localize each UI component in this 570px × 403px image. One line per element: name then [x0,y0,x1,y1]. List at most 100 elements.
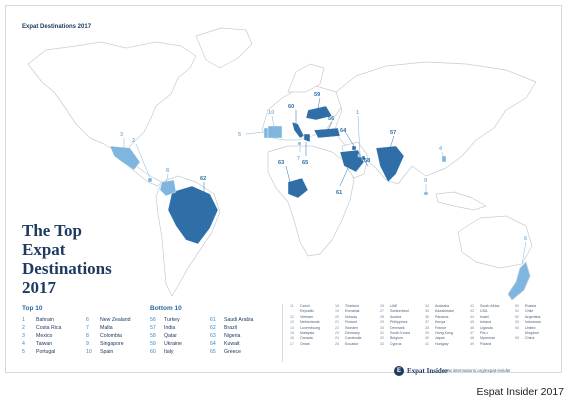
rank-number: 6 [86,317,89,323]
rank-row: 18 Thailand [335,304,361,309]
country-name: United [525,325,536,330]
bottom-ten-column-b: 61 Saudi Arabia 62 Brazil 63 Nigeria 64 Kuwait 6… [210,316,253,356]
map-labels-bottom: 62 63 59 60 56 65 64 61 58 57 [200,92,396,196]
country-name: Belgium [390,336,403,341]
middle-ranks-column: 42 South Africa 43 USA 44 Israel 45 Ireland 46 Ug… [470,304,499,347]
scandinavia-shape [287,63,325,93]
rank-number: 54 [515,325,519,330]
country-name: Nigeria [224,333,241,339]
map-label-india: 57 [390,130,396,136]
country-malta [297,141,302,146]
rank-number: 1 [22,317,25,323]
rank-number: 34 [425,304,429,308]
headline-line-2: Expat [22,240,66,259]
country-name: Uganda [480,325,493,330]
rank-row: 5 Portugal [22,348,61,356]
rank-row: 26 UAE [380,304,410,309]
rank-number: 45 [470,320,474,325]
rank-number: 22 [335,325,339,330]
country-name: New Zealand [100,317,131,323]
country-name: South Africa [480,304,500,308]
map-labels-top: 3 2 8 5 10 7 1 4 9 6 [120,110,527,242]
rank-number: 14 [290,325,294,330]
middle-ranks-column: 26 UAE 27 Switzerland 28 Austria 29 Philippines… [380,304,410,347]
country-portugal [263,127,269,139]
country-name: USA [480,309,488,314]
rank-row: 9 Singapore [86,340,131,348]
rank-row: 42 South Africa [470,304,499,309]
country-colombia [159,179,177,197]
map-label-saudi-arabia: 61 [336,190,342,196]
rank-number: 7 [86,325,89,331]
rank-row: 37 Kenya [425,320,454,325]
rank-number: 46 [470,325,474,330]
header-title: Expat Destinations 2017 [22,24,92,30]
country-name: Malaysia [300,330,315,335]
rank-number: 2 [22,325,25,331]
country-greece [303,133,311,143]
rank-row: 58 Qatar [150,332,182,340]
country-name: Ecuador [345,341,359,346]
country-name: Myanmar [480,336,495,341]
country-name: Turkey [164,317,180,323]
country-name: Cambodia [345,336,362,341]
rank-number: 15 [290,330,294,335]
rank-number: 48 [470,336,474,341]
rank-row: 34 Australia [425,304,454,309]
country-name: Israel [480,314,489,319]
rank-number: 17 [290,341,294,346]
rank-row: 32 Belgium [380,336,410,341]
rank-number: 28 [380,314,384,319]
rank-row: 56 Turkey [150,316,182,324]
central-america-shape [123,155,163,187]
bottom-ten-column-a: 56 Turkey 57 India 58 Qatar 59 Ukraine 60 Italy [150,316,182,356]
rank-number: 27 [380,309,384,314]
country-name: Republic [300,309,314,314]
country-nigeria [287,177,309,199]
country-name: UAE [390,304,398,308]
rank-row: 50 Russia [515,304,541,309]
rank-number: 51 [515,309,519,314]
rank-number: 50 [515,304,519,308]
country-name: Hungary [435,341,449,346]
rank-number: 65 [210,349,216,355]
rank-row: 44 Israel [470,315,499,320]
rank-row: 35 Kazakhstan [425,309,454,314]
rank-row: 29 Philippines [380,320,410,325]
map-label-nigeria: 63 [278,160,284,166]
rank-row: 59 Ukraine [150,340,182,348]
rank-row: 3 Mexico [22,332,61,340]
rank-number: 38 [425,325,429,330]
country-name: Russia [525,304,536,308]
middle-ranks-column: 50 Russia 51 Chile 52 Argentina 53 Indonesia 54 U… [515,304,541,342]
country-name: Sweden [345,325,358,330]
country-india [375,145,405,183]
rank-row: 4 Taiwan [22,340,61,348]
country-italy [291,121,305,139]
site-url: www.internations.org/expat-insider [442,368,511,373]
rank-row: 60 Italy [150,348,182,356]
section-divider [282,304,283,362]
country-name: Vietnam [300,314,314,319]
country-name: Czech [300,304,311,308]
image-credit: Espat Insider 2017 [476,386,564,398]
brand-icon: E [394,366,404,376]
rank-row: 22 Sweden [335,326,361,331]
country-name: Austria [390,314,402,319]
rank-row: 19 Romania [335,309,361,314]
rank-number: 12 [290,314,294,319]
rank-row: Republic [290,309,320,314]
rank-number: 53 [515,320,519,325]
country-name: Germany [345,330,360,335]
rank-row: 30 Denmark [380,326,410,331]
rank-number: 52 [515,314,519,319]
rank-number: 61 [210,317,216,323]
country-costa-rica [147,177,153,183]
rank-row: 2 Costa Rica [22,324,61,332]
rank-number: 4 [22,341,25,347]
country-name: Brazil [224,325,237,331]
top-ten-heading: Top 10 [22,305,43,312]
rank-number: 35 [425,309,429,314]
rank-number: 39 [425,330,429,335]
rank-row: 10 Spain [86,348,131,356]
